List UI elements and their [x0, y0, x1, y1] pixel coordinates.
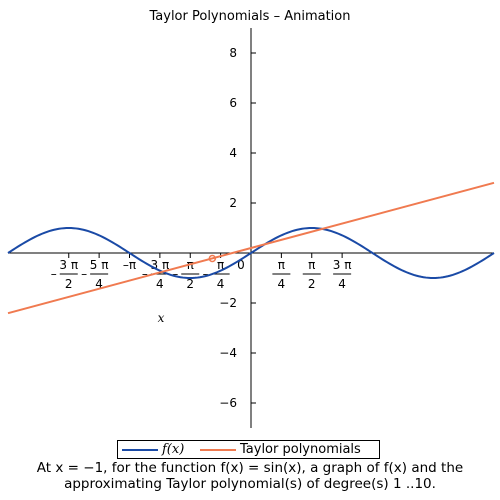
- series-f-line: [7, 226, 495, 280]
- x-tick-denominator: 4: [95, 277, 103, 291]
- chart-plot: Taylor Polynomials – Animation −6 −4 −2 2 4 6…: [7, 9, 495, 428]
- x-tick-denominator: 2: [65, 277, 73, 291]
- chart-series: [7, 181, 495, 315]
- x-tick-label: –π: [123, 258, 136, 272]
- caption-line-2: approximating Taylor polynomial(s) of de…: [64, 476, 436, 492]
- y-tick-label: 2: [229, 196, 237, 210]
- x-tick-numerator: π: [278, 258, 285, 272]
- x-tick-numerator: π: [308, 258, 315, 272]
- x-tick-sign: –: [203, 267, 209, 281]
- y-tick-label: −4: [219, 346, 237, 360]
- chart-caption: At x = −1, for the function f(x) = sin(x…: [0, 460, 500, 492]
- x-tick-sign: –: [172, 267, 178, 281]
- x-tick-denominator: 4: [217, 277, 225, 291]
- x-tick-denominator: 4: [278, 277, 286, 291]
- legend-label-f: f(x): [162, 442, 185, 457]
- chart-legend: f(x) Taylor polynomials: [117, 440, 380, 459]
- x-tick-numerator: π: [217, 258, 224, 272]
- y-tick-label: 4: [229, 146, 237, 160]
- y-tick-label: 6: [229, 96, 237, 110]
- x-tick-label: 0: [237, 258, 245, 272]
- chart-title: Taylor Polynomials – Animation: [149, 9, 351, 24]
- expansion-point-marker: [208, 254, 217, 263]
- x-tick-denominator: 2: [308, 277, 316, 291]
- y-tick-label: −2: [219, 296, 237, 310]
- x-tick-sign: –: [81, 267, 87, 281]
- legend-swatch-taylor: [200, 449, 236, 451]
- legend-label-taylor: Taylor polynomials: [240, 442, 361, 457]
- y-tick-label: 8: [229, 46, 237, 60]
- x-axis-label: x: [158, 311, 165, 325]
- x-tick-denominator: 2: [186, 277, 194, 291]
- x-tick-denominator: 4: [338, 277, 346, 291]
- x-tick-sign: –: [51, 267, 57, 281]
- x-tick-denominator: 4: [156, 277, 164, 291]
- x-tick-numerator: 5 π: [90, 258, 109, 272]
- x-tick-numerator: 3 π: [333, 258, 352, 272]
- x-tick-numerator: 3 π: [59, 258, 78, 272]
- x-tick-sign: –: [142, 267, 148, 281]
- y-tick-label: −6: [219, 396, 237, 410]
- legend-swatch-f: [122, 449, 158, 451]
- series-taylor-line: [7, 181, 495, 315]
- caption-line-1: At x = −1, for the function f(x) = sin(x…: [36, 460, 464, 476]
